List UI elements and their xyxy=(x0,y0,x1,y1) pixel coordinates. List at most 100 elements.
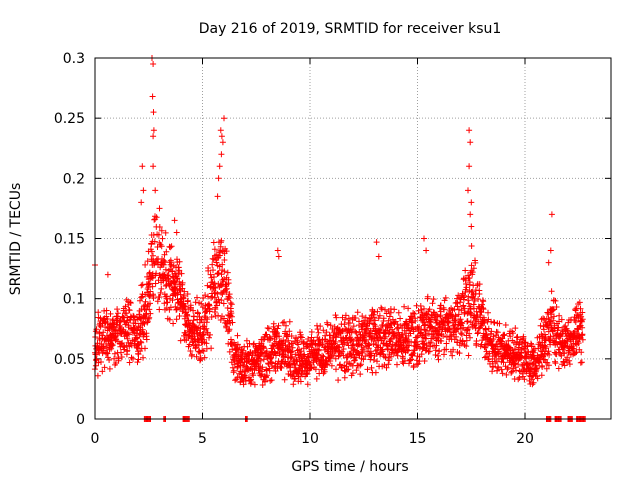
data-point xyxy=(155,231,162,238)
ticks: 0 0.05 0.1 0.15 0.2 0.25 0.3 0 5 10 15 20 xyxy=(54,51,611,447)
data-point xyxy=(576,299,583,306)
data-point xyxy=(324,361,331,368)
data-point xyxy=(550,317,557,324)
data-point xyxy=(167,244,174,251)
data-point xyxy=(285,337,292,344)
data-point xyxy=(341,321,348,328)
data-point xyxy=(178,270,185,277)
data-point xyxy=(324,321,331,328)
data-point xyxy=(362,353,369,360)
data-point xyxy=(375,253,382,260)
data-point xyxy=(206,334,212,341)
data-point xyxy=(152,280,159,287)
data-point xyxy=(227,300,234,306)
x-tick-label: 0 xyxy=(91,431,100,447)
data-point xyxy=(201,354,208,361)
data-point xyxy=(159,235,166,242)
data-point xyxy=(427,343,434,350)
data-point xyxy=(317,323,324,330)
data-point xyxy=(319,352,326,359)
data-point xyxy=(202,292,209,299)
data-point xyxy=(143,330,150,337)
data-point xyxy=(150,133,157,140)
data-point xyxy=(466,330,473,337)
data-point xyxy=(388,353,395,360)
data-point xyxy=(378,306,385,313)
data-point xyxy=(448,311,455,318)
data-point xyxy=(184,297,191,304)
data-point xyxy=(421,235,427,242)
data-point xyxy=(542,331,548,338)
data-point xyxy=(503,371,510,378)
data-point xyxy=(289,353,296,360)
y-tick-label: 0.25 xyxy=(54,111,85,127)
data-point xyxy=(349,370,356,377)
data-point xyxy=(286,328,293,335)
data-point xyxy=(103,307,110,314)
data-point xyxy=(368,352,375,359)
data-point xyxy=(286,318,293,325)
data-point xyxy=(506,344,513,351)
data-point xyxy=(534,375,541,382)
data-point xyxy=(259,364,266,371)
data-point xyxy=(474,330,481,337)
y-tick-label: 0.3 xyxy=(63,51,85,67)
data-point xyxy=(458,307,465,314)
data-point xyxy=(465,324,472,331)
data-point xyxy=(320,327,327,334)
data-point xyxy=(114,315,121,322)
data-point xyxy=(530,379,537,386)
data-point xyxy=(327,322,334,329)
data-point xyxy=(558,316,565,323)
data-point xyxy=(283,322,289,329)
data-point xyxy=(442,294,449,301)
data-point xyxy=(146,306,153,313)
data-point xyxy=(314,356,321,363)
data-point xyxy=(333,314,340,321)
data-point xyxy=(459,338,466,345)
data-point xyxy=(264,325,271,331)
y-tick-label: 0.05 xyxy=(54,352,85,368)
data-point xyxy=(315,329,322,336)
data-point xyxy=(423,247,430,254)
data-point xyxy=(312,366,319,373)
data-point xyxy=(572,350,579,357)
x-tick-label: 20 xyxy=(516,431,534,447)
data-point xyxy=(268,377,275,384)
data-point xyxy=(352,315,359,321)
data-points xyxy=(91,55,589,422)
data-point xyxy=(138,282,145,289)
data-point xyxy=(394,361,400,368)
data-point xyxy=(537,322,544,329)
data-point xyxy=(359,313,366,320)
data-point xyxy=(119,340,126,346)
data-point xyxy=(307,365,314,372)
y-tick-label: 0.1 xyxy=(63,292,85,308)
data-point xyxy=(126,307,133,314)
data-point xyxy=(273,352,279,359)
data-point xyxy=(195,310,201,317)
data-point xyxy=(210,239,217,246)
data-point xyxy=(453,333,460,340)
data-point xyxy=(360,356,367,363)
data-point xyxy=(243,337,250,344)
data-point xyxy=(234,345,241,352)
data-point xyxy=(468,223,475,230)
data-point xyxy=(164,272,171,279)
data-point xyxy=(158,243,165,250)
data-point xyxy=(377,334,384,341)
data-point xyxy=(270,320,277,327)
data-point xyxy=(573,305,580,312)
data-point xyxy=(464,318,471,325)
data-point xyxy=(495,365,502,371)
data-point xyxy=(292,375,299,382)
data-point xyxy=(463,284,470,291)
data-point xyxy=(126,359,133,366)
data-point xyxy=(203,325,210,332)
data-point xyxy=(145,281,152,288)
data-point xyxy=(385,354,392,361)
data-point xyxy=(215,296,222,303)
data-point xyxy=(177,337,184,344)
data-point xyxy=(546,351,553,358)
data-point xyxy=(106,357,113,363)
